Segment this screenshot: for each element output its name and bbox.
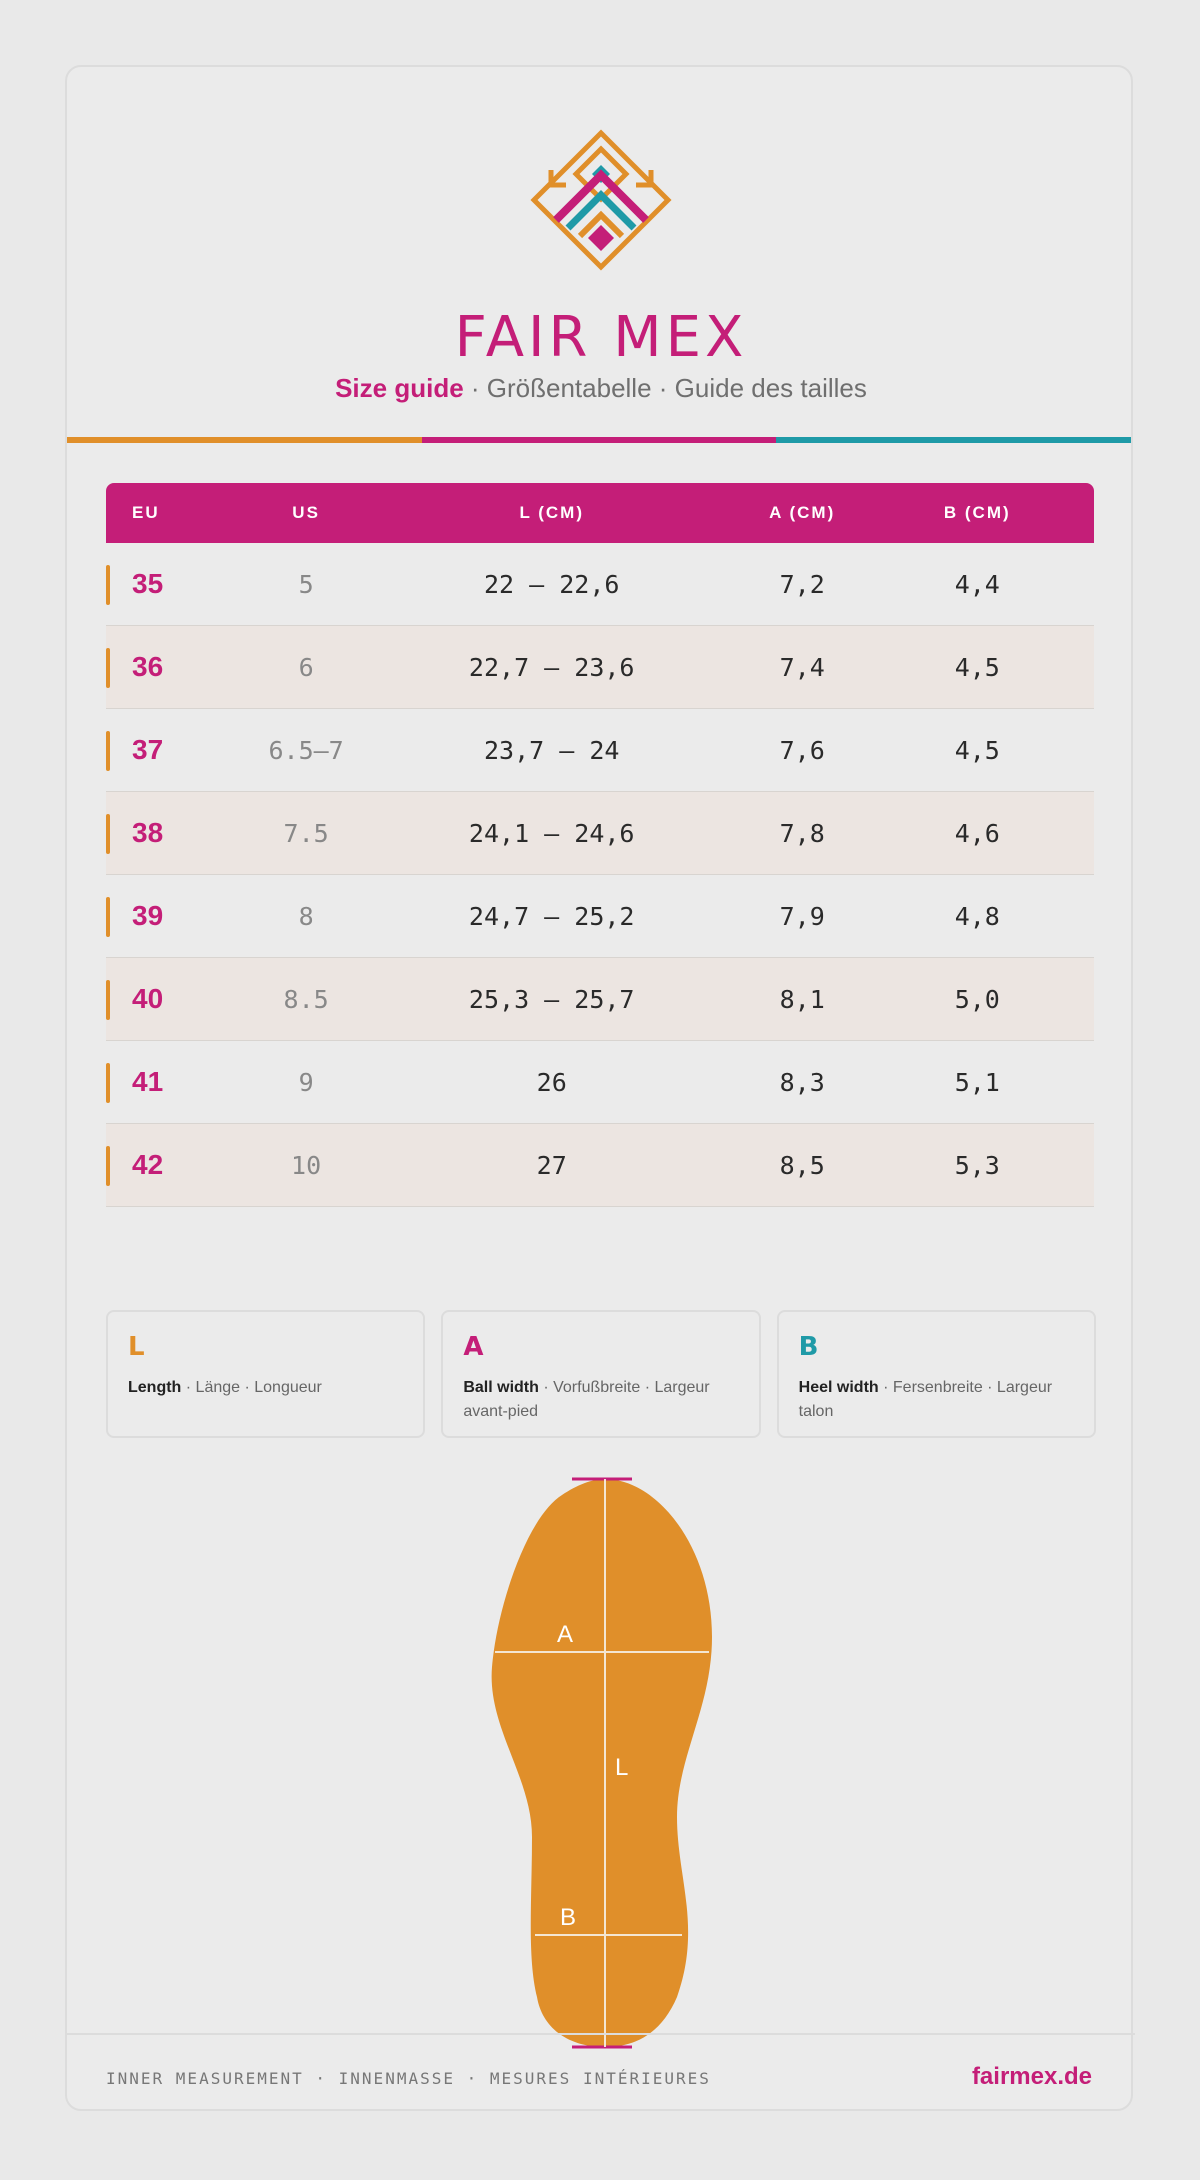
subtitle-separator: · <box>463 373 487 403</box>
cell-eu: 41 <box>132 1066 164 1097</box>
cell-eu: 42 <box>132 1149 164 1180</box>
legend-ball-width: A Ball width · Vorfußbreite · Largeur av… <box>441 1310 761 1438</box>
cell-eu: 36 <box>132 651 164 682</box>
page-subtitle: Size guide · Größentabelle · Guide des t… <box>67 373 1135 404</box>
cell-us: 8.5 <box>283 984 329 1014</box>
row-accent-mark <box>106 731 110 771</box>
subtitle-en: Size guide <box>335 373 464 403</box>
cell-heel-width: 4,4 <box>954 569 1000 599</box>
cell-length: 25,3 – 25,7 <box>468 984 635 1014</box>
brand-name: FAIR MEX <box>454 305 748 370</box>
size-table: EU US L (CM) A (CM) B (CM) 35 5 22 – 22,6 7… <box>106 483 1094 1207</box>
cell-eu: 35 <box>132 568 164 599</box>
cell-ball-width: 7,9 <box>779 901 825 931</box>
table-row: 41 9 26 8,3 5,1 <box>106 1041 1094 1124</box>
table-row: 42 10 27 8,5 5,3 <box>106 1124 1094 1207</box>
diagram-label-a: A <box>557 1621 573 1648</box>
logo-emblem-icon <box>530 129 672 271</box>
subtitle-de: Größentabelle <box>486 373 652 403</box>
row-accent-mark <box>106 1146 110 1186</box>
legend-description: Ball width · Vorfußbreite · Largeur avan… <box>463 1376 738 1424</box>
tricolor-divider <box>67 437 1132 443</box>
row-accent-mark <box>106 565 110 605</box>
cell-heel-width: 5,1 <box>954 1067 1000 1097</box>
cell-heel-width: 4,5 <box>954 652 1000 682</box>
cell-eu: 39 <box>132 900 164 931</box>
measurement-legend: L Length · Länge · Longueur A Ball width… <box>106 1310 1096 1438</box>
legend-title: Ball width <box>463 1379 539 1396</box>
cell-length: 27 <box>536 1150 567 1180</box>
diagram-label-l: L <box>615 1754 628 1781</box>
cell-ball-width: 8,3 <box>779 1067 825 1097</box>
cell-eu: 37 <box>132 734 164 765</box>
cell-us: 6.5–7 <box>268 735 344 765</box>
cell-length: 26 <box>536 1067 567 1097</box>
cell-ball-width: 7,6 <box>779 735 825 765</box>
sole-shape <box>491 1479 712 2047</box>
row-accent-mark <box>106 1063 110 1103</box>
cell-heel-width: 5,0 <box>954 984 1000 1014</box>
table-row: 36 6 22,7 – 23,6 7,4 4,5 <box>106 626 1094 709</box>
legend-letter: B <box>798 1332 819 1362</box>
legend-translations: · Länge · Longueur <box>181 1379 322 1396</box>
cell-us: 8 <box>298 901 314 931</box>
header-ball-width: A (CM) <box>769 503 836 522</box>
legend-length: L Length · Länge · Longueur <box>106 1310 426 1438</box>
cell-length: 24,1 – 24,6 <box>468 818 635 848</box>
cell-us: 6 <box>298 652 314 682</box>
row-accent-mark <box>106 814 110 854</box>
legend-heel-width: B Heel width · Fersenbreite · Largeur ta… <box>776 1310 1096 1438</box>
legend-description: Length · Länge · Longueur <box>128 1376 403 1400</box>
cell-us: 5 <box>298 569 314 599</box>
subtitle-separator: · <box>651 373 675 403</box>
cell-length: 24,7 – 25,2 <box>468 901 635 931</box>
brand-logo <box>67 125 1135 305</box>
legend-letter: L <box>128 1332 145 1362</box>
cell-ball-width: 8,5 <box>779 1150 825 1180</box>
footer-url[interactable]: fairmex.de <box>971 2063 1092 2090</box>
row-accent-mark <box>106 980 110 1020</box>
cell-eu: 40 <box>132 983 164 1014</box>
size-guide-card: FAIR MEX Size guide · Größentabelle · Gu… <box>65 65 1135 2111</box>
table-row: 35 5 22 – 22,6 7,2 4,4 <box>106 543 1094 626</box>
header-length: L (CM) <box>519 503 584 522</box>
footer-note: INNER MEASUREMENT · INNENMASSE · MESURES… <box>106 2069 711 2088</box>
cell-ball-width: 7,8 <box>779 818 825 848</box>
cell-heel-width: 4,6 <box>954 818 1000 848</box>
legend-letter: A <box>463 1332 484 1362</box>
cell-eu: 38 <box>132 817 164 848</box>
legend-translations: · Fersenbreite · Largeur talon <box>798 1379 1053 1420</box>
legend-title: Length <box>128 1379 182 1396</box>
table-header: EU US L (CM) A (CM) B (CM) <box>106 483 1094 543</box>
cell-heel-width: 5,3 <box>954 1150 1000 1180</box>
cell-us: 9 <box>298 1067 314 1097</box>
diagram-label-b: B <box>560 1904 576 1931</box>
table-row: 38 7.5 24,1 – 24,6 7,8 4,6 <box>106 792 1094 875</box>
cell-heel-width: 4,5 <box>954 735 1000 765</box>
header-eu: EU <box>132 503 160 522</box>
footer-divider <box>67 2033 1135 2035</box>
table-row: 40 8.5 25,3 – 25,7 8,1 5,0 <box>106 958 1094 1041</box>
foot-sole-diagram: A L B <box>491 1477 712 2049</box>
table-row: 39 8 24,7 – 25,2 7,9 4,8 <box>106 875 1094 958</box>
header-us: US <box>292 503 320 522</box>
cell-length: 22,7 – 23,6 <box>468 652 635 682</box>
cell-length: 22 – 22,6 <box>483 569 620 599</box>
cell-ball-width: 7,4 <box>779 652 825 682</box>
cell-length: 23,7 – 24 <box>483 735 620 765</box>
row-accent-mark <box>106 648 110 688</box>
cell-us: 7.5 <box>283 818 329 848</box>
row-accent-mark <box>106 897 110 937</box>
header-heel-width: B (CM) <box>943 503 1011 522</box>
legend-description: Heel width · Fersenbreite · Largeur talo… <box>799 1376 1074 1424</box>
cell-ball-width: 8,1 <box>779 984 825 1014</box>
legend-translations: · Vorfußbreite · Largeur avant-pied <box>463 1379 710 1420</box>
cell-heel-width: 4,8 <box>954 901 1000 931</box>
cell-us: 10 <box>291 1150 322 1180</box>
table-row: 37 6.5–7 23,7 – 24 7,6 4,5 <box>106 709 1094 792</box>
subtitle-fr: Guide des tailles <box>674 373 867 403</box>
cell-ball-width: 7,2 <box>779 569 825 599</box>
legend-title: Heel width <box>798 1379 879 1396</box>
